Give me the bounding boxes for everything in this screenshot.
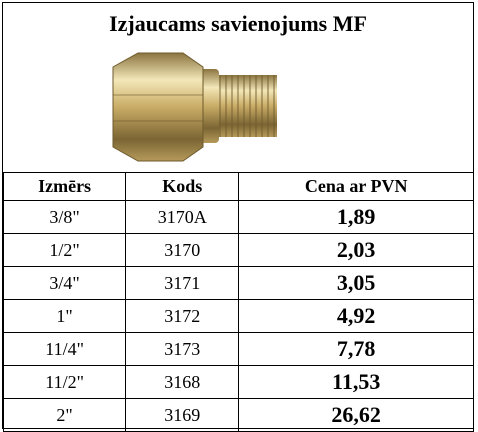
price-cell: 7,78 xyxy=(239,333,474,366)
price-cell: 3,05 xyxy=(239,267,474,300)
table-cell: 3/8" xyxy=(4,201,126,234)
table-cell: 3169 xyxy=(126,399,239,432)
price-cell: 26,62 xyxy=(239,399,474,432)
table-cell: 11/4" xyxy=(4,333,126,366)
table-cell: 2" xyxy=(4,399,126,432)
table-cell: 3171 xyxy=(126,267,239,300)
column-header: Kods xyxy=(126,173,239,201)
price-cell: 11,53 xyxy=(239,366,474,399)
column-header: Izmērs xyxy=(4,173,126,201)
table-cell: 3170A xyxy=(126,201,239,234)
table-cell: 3172 xyxy=(126,300,239,333)
table-cell: 3170 xyxy=(126,234,239,267)
table-cell: 1" xyxy=(4,300,126,333)
table-cell: 3173 xyxy=(126,333,239,366)
table-cell: 1/2" xyxy=(4,234,126,267)
price-cell: 4,92 xyxy=(239,300,474,333)
product-card: Izjaucams savienojums MF IzmērsKodsCena … xyxy=(2,2,474,429)
table-cell: 11/2" xyxy=(4,366,126,399)
price-cell: 1,89 xyxy=(239,201,474,234)
table-cell: 3/4" xyxy=(4,267,126,300)
title: Izjaucams savienojums MF xyxy=(3,11,473,37)
price-cell: 2,03 xyxy=(239,234,474,267)
table-cell: 3168 xyxy=(126,366,239,399)
column-header: Cena ar PVN xyxy=(239,173,474,201)
product-image xyxy=(103,45,293,170)
